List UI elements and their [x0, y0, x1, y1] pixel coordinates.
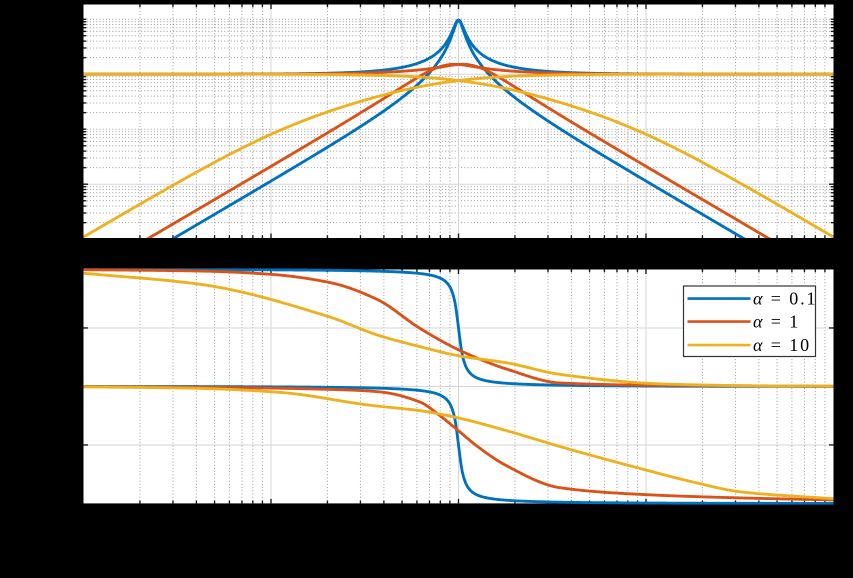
svg-text:α = 1: α = 1	[753, 312, 800, 332]
svg-text:α = 10: α = 10	[753, 335, 811, 355]
svg-text:α = 0.1: α = 0.1	[753, 289, 817, 309]
